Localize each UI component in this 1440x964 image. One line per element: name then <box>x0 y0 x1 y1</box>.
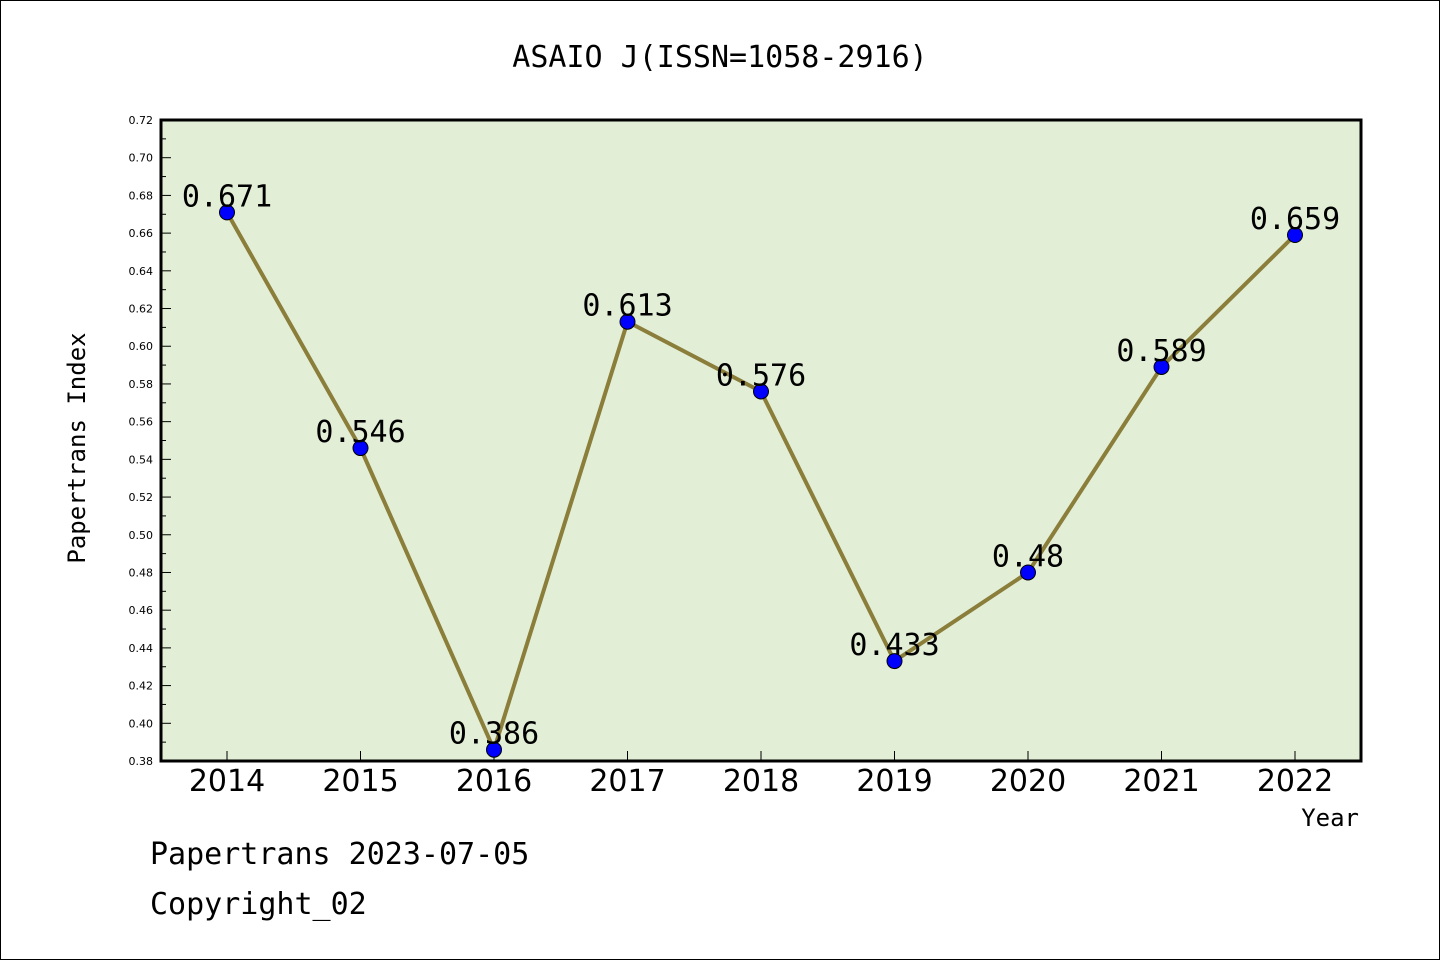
y-axis: 0.38 0.40 0.42 0.44 0.46 0.48 0.50 0.52 0.54 0.56… <box>129 114 171 768</box>
y-tick-label: 0.60 <box>129 340 154 353</box>
y-tick-label: 0.62 <box>129 303 154 316</box>
data-point <box>886 653 903 670</box>
x-axis-label: Year <box>1301 804 1359 832</box>
y-tick-label: 0.44 <box>129 642 154 655</box>
data-label: 0.613 <box>582 289 672 324</box>
footer-date: Papertrans 2023-07-05 <box>150 837 529 872</box>
chart-title: ASAIO J(ISSN=1058-2916) <box>512 40 927 75</box>
data-point <box>1153 358 1170 375</box>
x-axis: 2014 2015 2016 2017 2018 2019 2020 2021 2022 <box>189 751 1333 799</box>
data-label: 0.659 <box>1250 202 1340 237</box>
data-point <box>753 383 769 400</box>
y-tick-label: 0.68 <box>129 189 154 202</box>
y-tick-label: 0.46 <box>129 604 154 617</box>
data-label: 0.576 <box>716 358 806 393</box>
y-tick-label: 0.54 <box>129 453 154 466</box>
data-point <box>486 741 502 758</box>
data-label: 0.433 <box>849 628 939 663</box>
x-tick-label: 2022 <box>1257 764 1333 799</box>
data-label: 0.671 <box>182 179 272 214</box>
y-tick-label: 0.48 <box>129 566 154 579</box>
y-tick-label: 0.52 <box>129 491 154 504</box>
y-tick-label: 0.66 <box>129 227 154 240</box>
x-tick-label: 2015 <box>322 764 398 799</box>
data-point <box>1020 564 1036 581</box>
y-tick-label: 0.64 <box>129 265 154 278</box>
y-tick-label: 0.42 <box>129 680 154 693</box>
y-tick-label: 0.56 <box>129 416 154 429</box>
x-tick-label: 2018 <box>723 764 799 799</box>
data-point <box>352 440 369 457</box>
y-tick-label: 0.72 <box>129 114 154 127</box>
data-label: 0.546 <box>315 415 405 450</box>
data-point <box>619 313 636 330</box>
series <box>219 204 1303 758</box>
y-tick-label: 0.70 <box>129 152 154 165</box>
footer-copyright: Copyright_02 <box>150 887 367 922</box>
y-tick-label: 0.40 <box>129 717 154 730</box>
y-tick-label: 0.50 <box>129 529 154 542</box>
x-tick-label: 2020 <box>990 764 1066 799</box>
data-point <box>1287 227 1303 244</box>
x-tick-label: 2014 <box>189 764 265 799</box>
y-tick-label: 0.58 <box>129 378 154 391</box>
plot-border <box>159 118 1363 763</box>
data-label: 0.589 <box>1116 334 1206 369</box>
x-tick-label: 2017 <box>589 764 665 799</box>
data-point <box>219 204 235 221</box>
x-tick-label: 2016 <box>456 764 532 799</box>
y-axis-label: Papertrans Index <box>63 332 91 563</box>
data-label: 0.386 <box>449 717 539 752</box>
data-label: 0.48 <box>992 539 1064 574</box>
x-tick-label: 2019 <box>856 764 932 799</box>
y-tick-label: 0.38 <box>129 755 154 768</box>
data-labels: 0.671 0.546 0.386 0.613 0.576 0.433 0.48 0.589 0… <box>182 179 1340 751</box>
x-tick-label: 2021 <box>1123 764 1199 799</box>
